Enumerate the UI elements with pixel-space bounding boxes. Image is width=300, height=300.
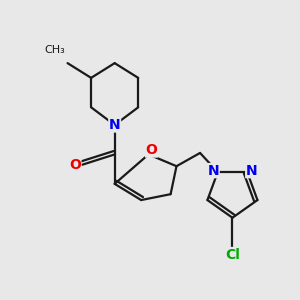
Text: O: O [69, 158, 81, 172]
Text: CH₃: CH₃ [44, 45, 65, 55]
Text: N: N [109, 118, 121, 132]
Text: Cl: Cl [225, 248, 240, 262]
Text: O: O [146, 143, 158, 157]
Text: N: N [246, 164, 257, 178]
Text: N: N [208, 164, 219, 178]
